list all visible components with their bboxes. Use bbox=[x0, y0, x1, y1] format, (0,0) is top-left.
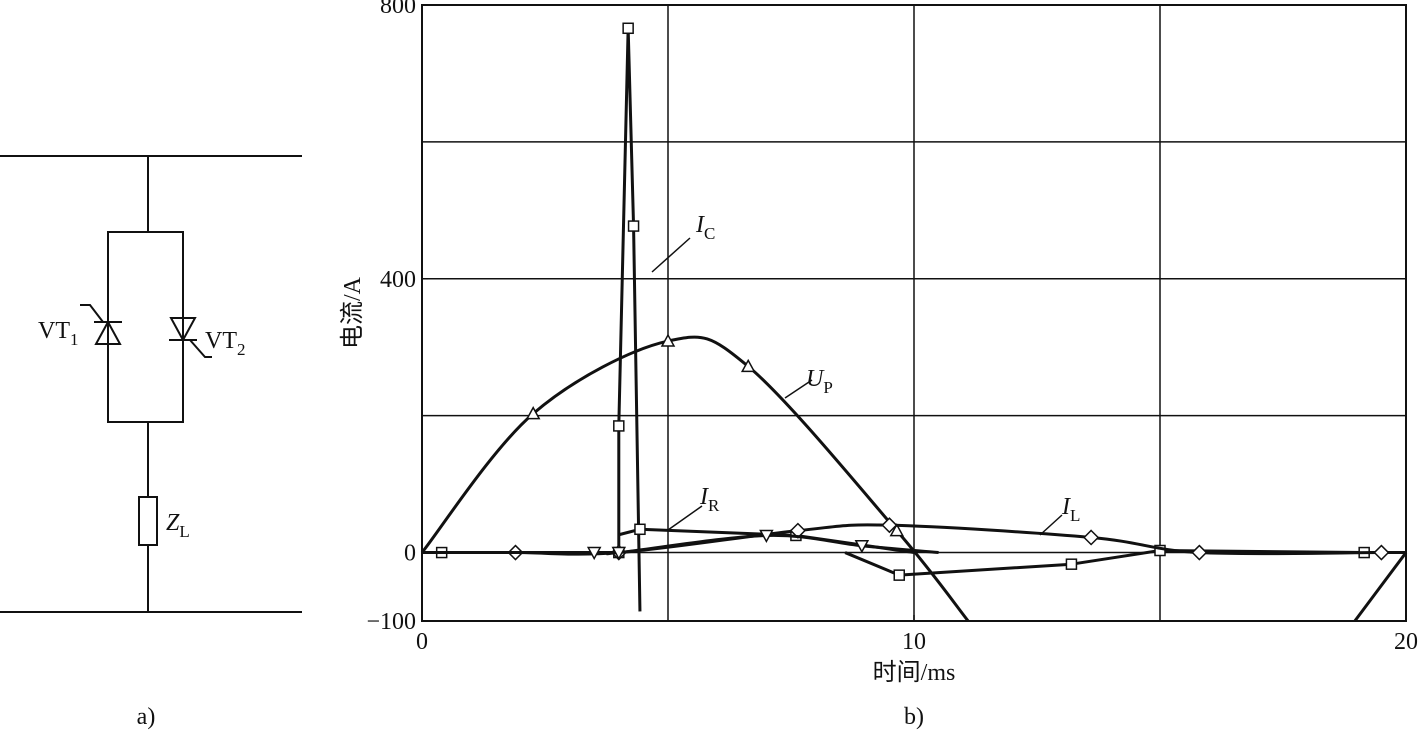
thyristor-vt2 bbox=[169, 317, 197, 343]
label-leader bbox=[784, 379, 813, 399]
load-resistor bbox=[138, 496, 158, 546]
y-tick-label: 0 bbox=[404, 541, 416, 567]
circuit: VT1 VT2 ZL a) bbox=[0, 155, 302, 730]
marker bbox=[1191, 544, 1208, 561]
load-label: ZL bbox=[166, 510, 190, 541]
series-label-sub: L bbox=[1070, 506, 1080, 525]
caption-b: b) bbox=[904, 704, 924, 730]
series-label-main: I bbox=[699, 484, 709, 510]
y-tick-label: 800 bbox=[380, 0, 416, 19]
marker bbox=[759, 529, 774, 544]
vt1-label: VT1 bbox=[38, 318, 79, 349]
marker bbox=[881, 517, 898, 534]
y-axis-title: 电流/A bbox=[339, 276, 366, 349]
y-tick-label: 400 bbox=[380, 267, 416, 293]
series-label: IR bbox=[699, 484, 720, 515]
marker bbox=[889, 523, 905, 537]
x-axis-title: 时间/ms bbox=[873, 659, 956, 686]
series-label: UP bbox=[806, 366, 833, 397]
marker bbox=[740, 358, 756, 373]
marker bbox=[854, 539, 870, 554]
marker bbox=[627, 220, 640, 232]
thyristor-vt1 bbox=[94, 319, 122, 345]
marker bbox=[613, 420, 625, 432]
gate-lead bbox=[80, 304, 104, 323]
wire bbox=[107, 231, 184, 423]
marker bbox=[1373, 544, 1390, 561]
series-label-main: U bbox=[806, 366, 825, 392]
marker bbox=[634, 523, 646, 536]
gate-lead bbox=[189, 339, 212, 358]
series-label-sub: C bbox=[704, 224, 715, 243]
x-tick-label: 0 bbox=[416, 629, 428, 655]
series-label: IC bbox=[695, 212, 715, 243]
series-label: IL bbox=[1061, 494, 1080, 525]
marker bbox=[525, 406, 541, 420]
series-label-main: I bbox=[695, 212, 705, 238]
series-label-sub: R bbox=[708, 496, 720, 515]
vt2-label: VT2 bbox=[205, 328, 246, 359]
marker bbox=[1083, 529, 1100, 546]
label-leader bbox=[651, 237, 691, 273]
marker bbox=[893, 569, 905, 581]
caption-a: a) bbox=[137, 704, 156, 730]
series-label-main: I bbox=[1061, 494, 1071, 520]
marker bbox=[1065, 558, 1078, 570]
marker bbox=[660, 333, 676, 347]
label-leader bbox=[667, 505, 703, 531]
label-leader bbox=[1039, 514, 1063, 536]
marker bbox=[586, 546, 602, 561]
y-tick-label: −100 bbox=[366, 609, 416, 635]
series-label-sub: P bbox=[823, 378, 832, 397]
x-tick-label: 20 bbox=[1394, 629, 1418, 655]
marker bbox=[611, 546, 627, 561]
marker bbox=[622, 22, 634, 35]
x-tick-label: 10 bbox=[902, 629, 926, 655]
